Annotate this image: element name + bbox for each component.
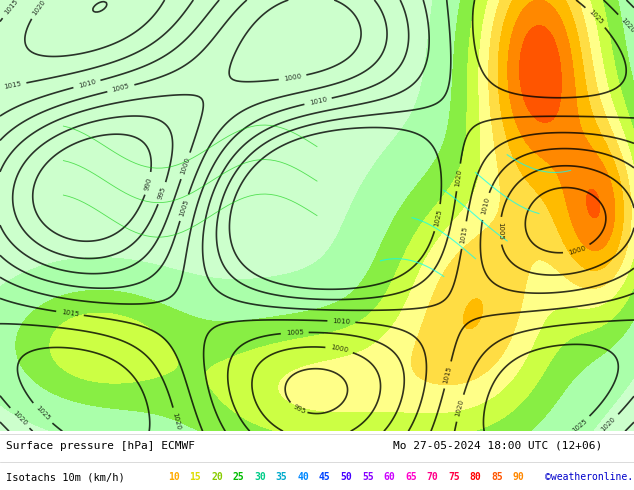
Text: ©weatheronline.co.uk: ©weatheronline.co.uk (545, 472, 634, 482)
Text: 1005: 1005 (497, 222, 503, 240)
Text: 1025: 1025 (433, 208, 443, 227)
Text: 45: 45 (319, 472, 331, 482)
Text: 1020: 1020 (619, 16, 634, 33)
Text: 20: 20 (211, 472, 223, 482)
Text: 1005: 1005 (179, 198, 190, 217)
Text: 65: 65 (405, 472, 417, 482)
Text: 50: 50 (340, 472, 353, 482)
Text: 1005: 1005 (286, 329, 304, 336)
Text: 30: 30 (254, 472, 266, 482)
Text: 1015: 1015 (443, 366, 453, 384)
Text: 1015: 1015 (3, 0, 19, 16)
Text: 15: 15 (190, 472, 202, 482)
Text: 1000: 1000 (330, 344, 349, 354)
Text: 80: 80 (470, 472, 482, 482)
Text: 10: 10 (168, 472, 180, 482)
Text: 1020: 1020 (455, 399, 465, 417)
Text: 35: 35 (276, 472, 288, 482)
Text: 1010: 1010 (77, 79, 96, 89)
Text: Mo 27-05-2024 18:00 UTC (12+06): Mo 27-05-2024 18:00 UTC (12+06) (393, 441, 602, 451)
Text: 1025: 1025 (34, 405, 51, 422)
Text: 995: 995 (157, 186, 167, 200)
Text: 1000: 1000 (283, 73, 302, 82)
Text: 1015: 1015 (460, 226, 469, 245)
Text: 85: 85 (491, 472, 503, 482)
Text: 55: 55 (362, 472, 374, 482)
Text: 90: 90 (513, 472, 525, 482)
Text: 995: 995 (292, 404, 307, 416)
Text: 1020: 1020 (172, 412, 181, 431)
Text: 1020: 1020 (11, 410, 28, 427)
Text: 1010: 1010 (332, 318, 351, 325)
Text: 1020: 1020 (32, 0, 47, 16)
Text: 1025: 1025 (571, 417, 588, 434)
Text: 1005: 1005 (112, 83, 130, 94)
Text: 1010: 1010 (480, 197, 490, 216)
Text: 1000: 1000 (179, 156, 191, 175)
Text: 1010: 1010 (309, 96, 328, 106)
Text: Surface pressure [hPa] ECMWF: Surface pressure [hPa] ECMWF (6, 441, 195, 451)
Text: 1020: 1020 (600, 416, 617, 433)
Text: 75: 75 (448, 472, 460, 482)
Text: 1025: 1025 (587, 9, 604, 26)
Text: 1020: 1020 (454, 168, 463, 187)
Text: 25: 25 (233, 472, 245, 482)
Text: 70: 70 (427, 472, 439, 482)
Text: 1015: 1015 (61, 309, 79, 318)
Text: 990: 990 (144, 176, 153, 191)
Text: 1000: 1000 (567, 245, 586, 256)
Text: 1015: 1015 (3, 81, 22, 90)
Text: 40: 40 (297, 472, 309, 482)
Text: Isotachs 10m (km/h): Isotachs 10m (km/h) (6, 472, 138, 482)
Text: 60: 60 (384, 472, 396, 482)
